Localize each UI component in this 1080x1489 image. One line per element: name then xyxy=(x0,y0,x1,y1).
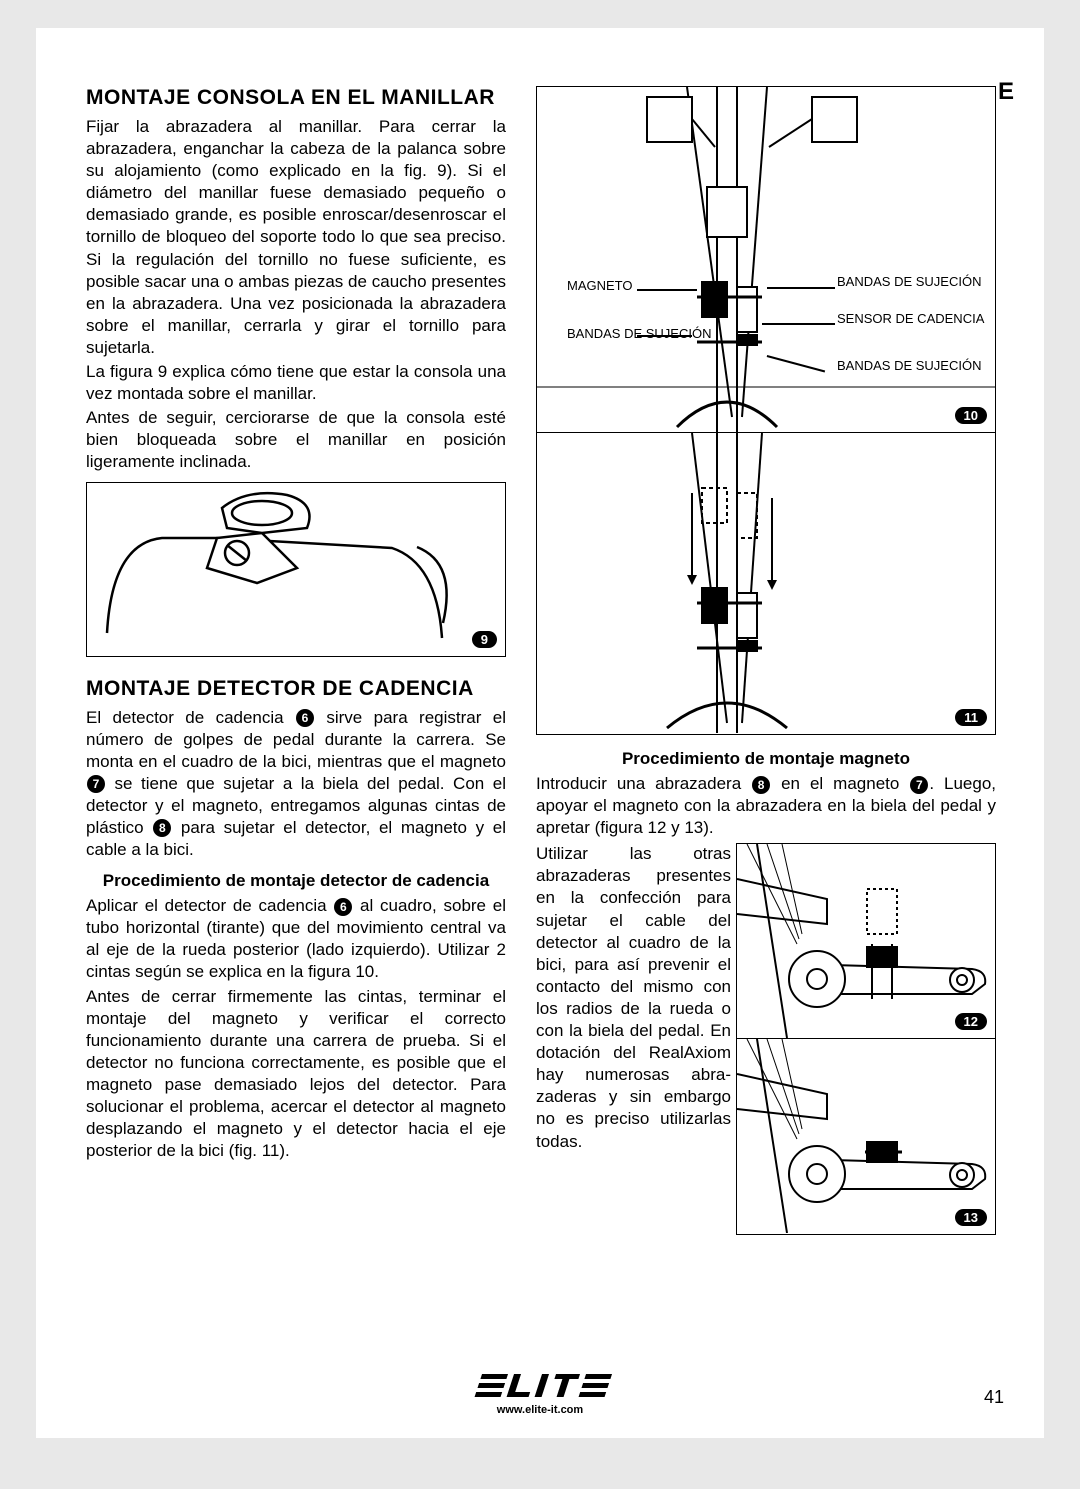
ref-6-icon: 6 xyxy=(296,709,314,727)
figure-11-badge: 11 xyxy=(955,709,987,726)
heading-consola: MONTAJE CONSOLA EN EL MANILLAR xyxy=(86,86,506,110)
para-consola-3: Antes de seguir, cerciorarse de que la c… xyxy=(86,407,506,473)
figure-10-svg xyxy=(537,87,995,432)
figure-10-badge: 10 xyxy=(955,407,987,424)
figure-9-badge: 9 xyxy=(472,631,497,648)
page-number: 41 xyxy=(984,1387,1004,1408)
para-procedimiento-2: Antes de cerrar firmemente las cintas, t… xyxy=(86,986,506,1163)
figure-10: MAGNETO BANDAS DE SUJECIÓN BANDAS DE SUJ… xyxy=(536,86,996,433)
para-magneto-2: Utilizar las otras abrazaderas pre­sente… xyxy=(536,843,731,1152)
heading-detector: MONTAJE DETECTOR DE CADENCIA xyxy=(86,677,506,701)
subheading-procedimiento-magneto: Procedimiento de montaje magneto xyxy=(536,749,996,769)
para-detector-1: El detector de cadencia 6 sirve para reg… xyxy=(86,707,506,862)
left-column: MONTAJE CONSOLA EN EL MANILLAR Fijar la … xyxy=(86,86,506,1164)
ref-8b-icon: 8 xyxy=(752,776,770,794)
figure-12: 12 xyxy=(736,843,996,1039)
figures-10-11-group: MAGNETO BANDAS DE SUJECIÓN BANDAS DE SUJ… xyxy=(536,86,996,735)
figure-9-svg xyxy=(87,483,505,656)
label-magneto: MAGNETO xyxy=(567,279,633,293)
page: E MONTAJE CONSOLA EN EL MANILLAR Fijar l… xyxy=(36,28,1044,1438)
figure-13-badge: 13 xyxy=(955,1209,987,1226)
para-magneto-1: Introducir una abrazadera 8 en el magnet… xyxy=(536,773,996,839)
figure-13: 13 xyxy=(736,1039,996,1235)
label-bandas-3: BANDAS DE SUJECIÓN xyxy=(837,359,981,373)
elite-logo-icon xyxy=(465,1371,615,1406)
figure-12-badge: 12 xyxy=(955,1013,987,1030)
para-procedimiento-1: Aplicar el detector de cadencia 6 al cua… xyxy=(86,895,506,983)
ref-7-icon: 7 xyxy=(87,775,105,793)
section-magneto: Procedimiento de montaje magneto Introdu… xyxy=(536,749,996,1238)
footer-url: www.elite-it.com xyxy=(36,1404,1044,1416)
figure-11-svg xyxy=(537,433,995,733)
footer: www.elite-it.com xyxy=(36,1371,1044,1416)
figure-9: 9 xyxy=(86,482,506,657)
label-bandas-2: BANDAS DE SUJECIÓN xyxy=(837,275,981,289)
figure-11: 11 xyxy=(536,433,996,735)
figure-12-svg xyxy=(737,844,995,1038)
para-consola-2: La figura 9 explica cómo tiene que estar… xyxy=(86,361,506,405)
label-sensor: SENSOR DE CADENCIA xyxy=(837,312,984,326)
ref-6b-icon: 6 xyxy=(334,898,352,916)
figure-13-svg xyxy=(737,1039,995,1233)
right-column: MAGNETO BANDAS DE SUJECIÓN BANDAS DE SUJ… xyxy=(536,86,996,1238)
language-tag: E xyxy=(998,78,1014,106)
para-consola-1: Fijar la abrazadera al manillar. Para ce… xyxy=(86,116,506,359)
ref-8-icon: 8 xyxy=(153,819,171,837)
subheading-procedimiento-detector: Procedimiento de montaje detector de cad… xyxy=(86,871,506,891)
ref-7b-icon: 7 xyxy=(910,776,928,794)
